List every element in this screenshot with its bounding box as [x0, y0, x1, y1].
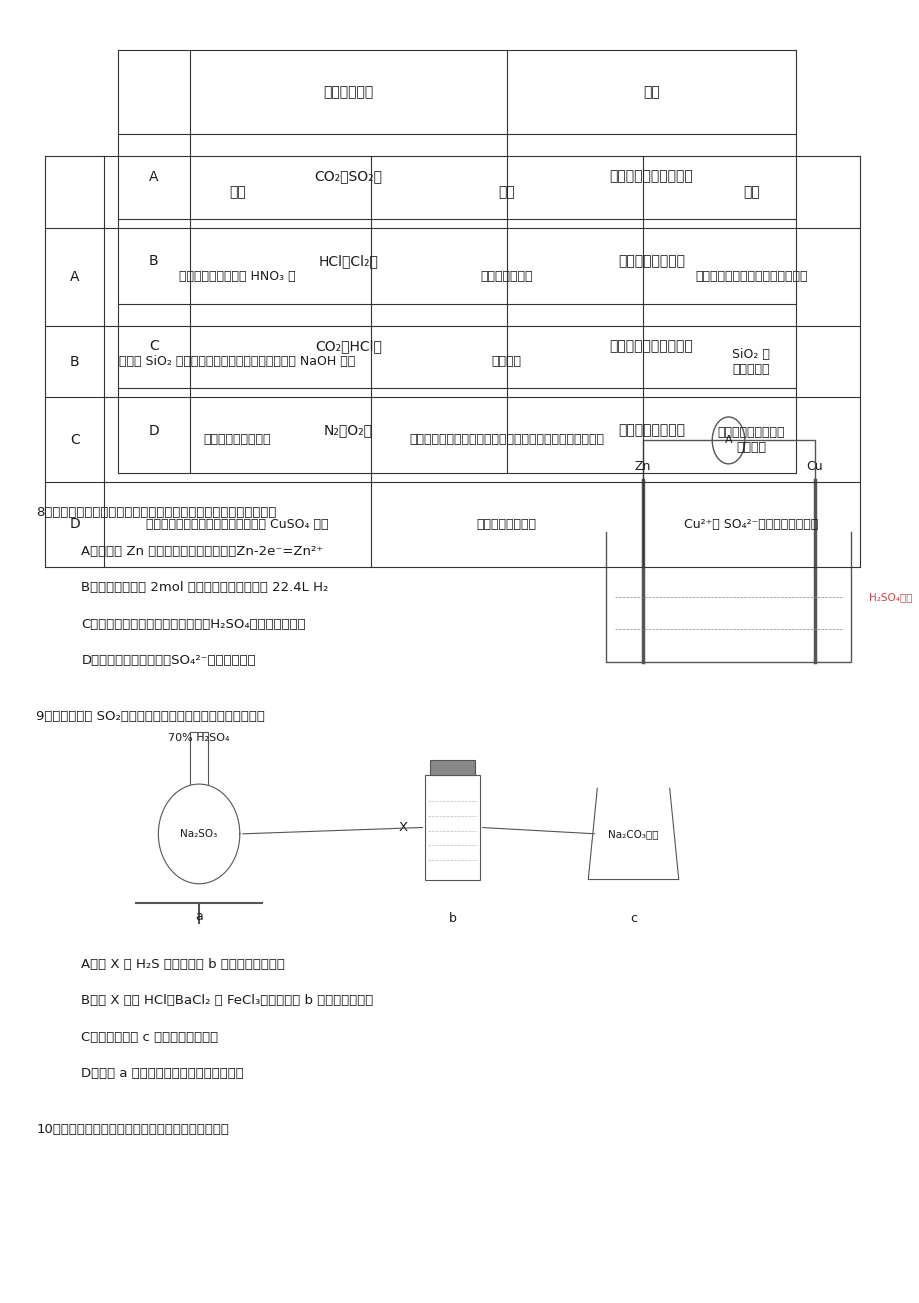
Text: CO₂（SO₂）: CO₂（SO₂）	[314, 169, 382, 184]
Text: 向装有 SiO₂ 粉末的容器中分别滴加过量氯氟酸和 NaOH 溶液: 向装有 SiO₂ 粉末的容器中分别滴加过量氯氟酸和 NaOH 溶液	[119, 356, 356, 367]
Bar	[429, 760, 474, 775]
Text: SiO₂ 为
两性氧化物: SiO₂ 为 两性氧化物	[732, 348, 769, 375]
Text: B: B	[149, 254, 158, 268]
Text: a: a	[195, 909, 203, 923]
Text: A: A	[70, 270, 79, 284]
Text: 木炭一定与浓礐酸发生了化学反应: 木炭一定与浓礐酸发生了化学反应	[694, 271, 807, 283]
Text: Zn: Zn	[634, 460, 650, 473]
Text: C．反应后装置 c 中溶液的碕性减弱: C．反应后装置 c 中溶液的碕性减弱	[82, 1031, 219, 1044]
Text: B．若 X 为含 HCl、BaCl₂ 的 FeCl₃溶液，装置 b 中产生白色沉淠: B．若 X 为含 HCl、BaCl₂ 的 FeCl₃溶液，装置 b 中产生白色沉…	[82, 994, 373, 1007]
Text: CO₂（HCl）: CO₂（HCl）	[314, 339, 381, 353]
Bar	[425, 775, 479, 880]
Text: 70% H₂SO₄: 70% H₂SO₄	[168, 732, 230, 743]
Text: 蔗糖变黑且呼疏松多孔的海绵状，并放出刺激性气味的气体: 蔗糖变黑且呼疏松多孔的海绵状，并放出刺激性气味的气体	[409, 434, 604, 446]
Text: A．若 X 为 H₂S 溶液，装置 b 中产生淡黄色沉淠: A．若 X 为 H₂S 溶液，装置 b 中产生淡黄色沉淠	[82, 958, 285, 971]
Text: 结论: 结论	[742, 185, 759, 199]
Text: 10．根据下列实验操作和现象所得出的结论正确的是: 10．根据下列实验操作和现象所得出的结论正确的是	[36, 1123, 229, 1136]
Text: 固体溶解: 固体溶解	[492, 356, 521, 367]
Text: C．电流由铜电极经导线、锥电极、H₂SO₄溶液回到铜电极: C．电流由铜电极经导线、锥电极、H₂SO₄溶液回到铜电极	[82, 618, 306, 631]
Text: H₂SO₄溶液: H₂SO₄溶液	[868, 592, 912, 602]
Text: D: D	[69, 517, 80, 532]
Text: 通过饱和碳酸氢钓溶液: 通过饱和碳酸氢钓溶液	[609, 339, 693, 353]
Text: 操作: 操作	[229, 185, 245, 199]
Text: C: C	[149, 339, 159, 353]
Text: 方法: 方法	[642, 85, 659, 99]
Text: A: A	[724, 435, 732, 446]
Text: Cu: Cu	[805, 460, 822, 473]
Text: 将红热的木炭放入浓 HNO₃ 中: 将红热的木炭放入浓 HNO₃ 中	[179, 271, 296, 283]
Text: 现象: 现象	[498, 185, 515, 199]
Text: 通过酸性高閔酸钒溶液: 通过酸性高閔酸钒溶液	[609, 169, 693, 184]
Text: 浓硫酸具有脱水性和
强氧化性: 浓硫酸具有脱水性和 强氧化性	[717, 426, 784, 453]
Text: B: B	[70, 354, 79, 369]
Text: A: A	[149, 169, 158, 184]
Text: C: C	[70, 433, 79, 447]
Text: D．原电池工作过程中，SO₄²⁻向铜电极移动: D．原电池工作过程中，SO₄²⁻向铜电极移动	[82, 654, 255, 667]
Text: D．装置 a 中的反应可用铜片和浓硫酸代替: D．装置 a 中的反应可用铜片和浓硫酸代替	[82, 1067, 244, 1080]
Text: 向锤粒和稀硫酸的反应液中加入几滴 CuSO₄ 溶液: 向锤粒和稀硫酸的反应液中加入几滴 CuSO₄ 溶液	[146, 519, 328, 530]
Text: HCl（Cl₂）: HCl（Cl₂）	[318, 254, 378, 268]
Text: 9．实验室探究 SO₂性质的装置如图所示。下列说法错误的是: 9．实验室探究 SO₂性质的装置如图所示。下列说法错误的是	[36, 710, 265, 723]
Text: c: c	[630, 912, 636, 925]
Text: Na₂CO₃溶液: Na₂CO₃溶液	[607, 829, 658, 839]
Text: D: D	[148, 423, 159, 438]
Text: 向蔗糖中加入浓硫酸: 向蔗糖中加入浓硫酸	[204, 434, 271, 446]
Text: 产生红棕色气体: 产生红棕色气体	[480, 271, 532, 283]
Text: Cu²⁺或 SO₄²⁻是该反应的催化剂: Cu²⁺或 SO₄²⁻是该反应的催化剂	[684, 519, 817, 530]
Text: 8．化学电源应用广泛。某原电池装置如图所示，下列说法正确的是: 8．化学电源应用广泛。某原电池装置如图所示，下列说法正确的是	[36, 506, 277, 519]
Text: 通过饱和的食盐水: 通过饱和的食盐水	[618, 254, 685, 268]
Text: N₂（O₂）: N₂（O₂）	[323, 423, 372, 438]
Text: b: b	[448, 912, 456, 925]
Text: X: X	[398, 821, 407, 834]
Text: Na₂SO₃: Na₂SO₃	[180, 829, 218, 839]
Text: 气体（杂质）: 气体（杂质）	[323, 85, 373, 99]
Text: 气泡产生速率加快: 气泡产生速率加快	[476, 519, 536, 530]
Text: A．该装置 Zn 为负极，发生还原反应；Zn-2e⁻=Zn²⁺: A．该装置 Zn 为负极，发生还原反应；Zn-2e⁻=Zn²⁺	[82, 545, 323, 558]
Text: B．外电路每转移 2mol 电子，铜电极附近产生 22.4L H₂: B．外电路每转移 2mol 电子，铜电极附近产生 22.4L H₂	[82, 581, 328, 594]
Text: 通过灸热的铜丝网: 通过灸热的铜丝网	[618, 423, 685, 438]
